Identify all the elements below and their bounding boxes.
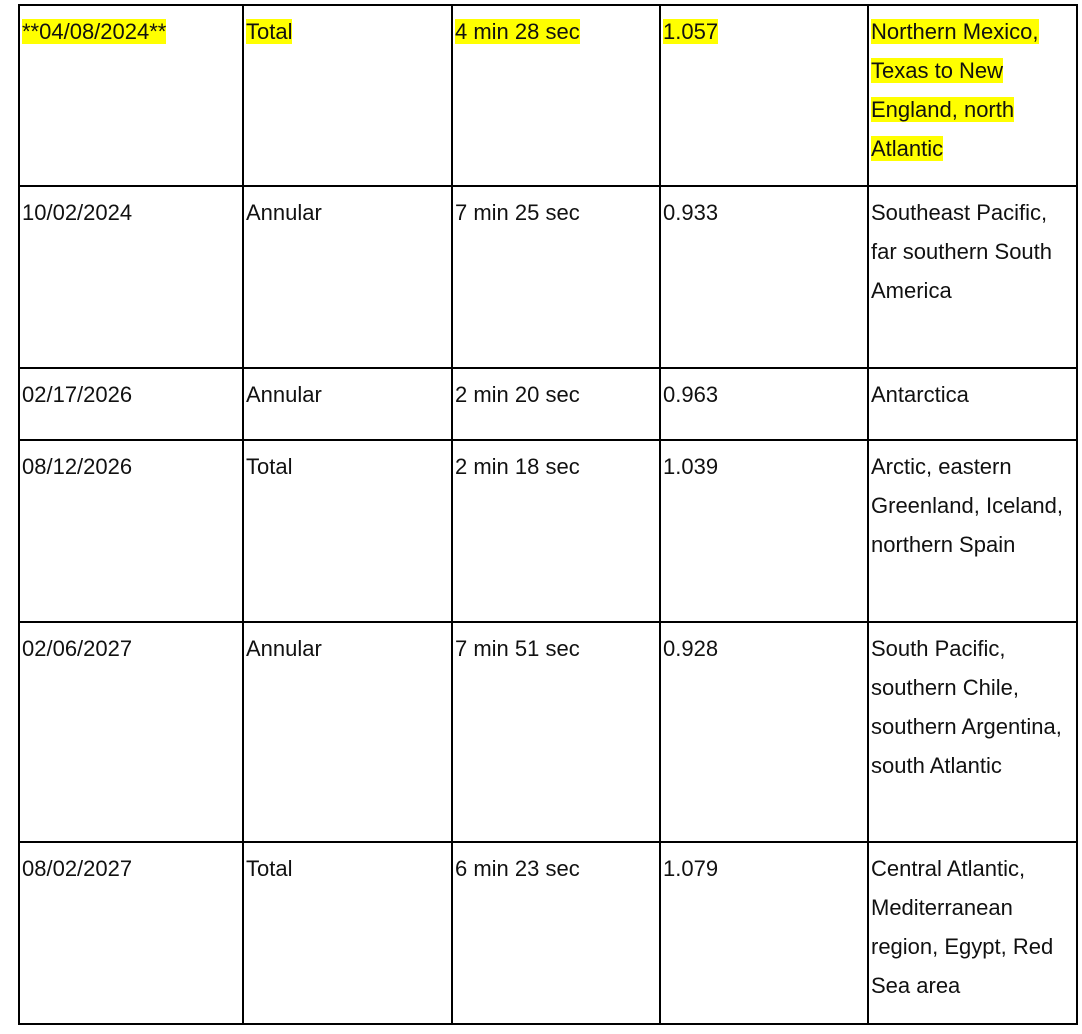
cell-region: Southeast Pacific, far southern South Am… <box>867 185 1078 369</box>
magnitude-text: 1.079 <box>663 856 719 881</box>
magnitude-text: 0.928 <box>663 636 719 661</box>
cell-date: 08/12/2026 <box>18 439 244 623</box>
table-row: 08/02/2027 Total 6 min 23 sec 1.079 Central … <box>18 841 1078 1025</box>
duration-text: 2 min 18 sec <box>455 454 580 479</box>
type-text: Total <box>246 454 293 479</box>
magnitude-text: 0.933 <box>663 200 719 225</box>
cell-duration: 2 min 20 sec <box>451 367 661 441</box>
region-text: Antarctica <box>871 382 969 407</box>
duration-text: 2 min 20 sec <box>455 382 580 407</box>
cell-magnitude: 0.933 <box>659 185 869 369</box>
date-text: 02/06/2027 <box>22 636 133 661</box>
cell-region: Northern Mexico, Texas to New England, n… <box>867 4 1078 187</box>
date-text: 02/17/2026 <box>22 382 133 407</box>
cell-date: 02/06/2027 <box>18 621 244 843</box>
cell-date: 02/17/2026 <box>18 367 244 441</box>
magnitude-text: 0.963 <box>663 382 719 407</box>
type-text: Annular <box>246 636 322 661</box>
table-row: 02/06/2027 Annular 7 min 51 sec 0.928 South … <box>18 621 1078 843</box>
region-text: South Pacific, southern Chile, southern … <box>871 636 1062 778</box>
cell-date: **04/08/2024** <box>18 4 244 187</box>
eclipse-table: **04/08/2024** Total 4 min 28 sec 1.057 Nort… <box>18 4 1078 1025</box>
duration-text: 4 min 28 sec <box>455 19 580 44</box>
cell-magnitude: 1.079 <box>659 841 869 1025</box>
type-text: Total <box>246 19 293 44</box>
cell-magnitude: 0.963 <box>659 367 869 441</box>
duration-text: 7 min 25 sec <box>455 200 580 225</box>
duration-text: 7 min 51 sec <box>455 636 580 661</box>
cell-magnitude: 1.039 <box>659 439 869 623</box>
cell-type: Total <box>242 841 453 1025</box>
date-text: 10/02/2024 <box>22 200 133 225</box>
date-text: **04/08/2024** <box>22 19 167 44</box>
cell-region: Arctic, eastern Greenland, Iceland, nort… <box>867 439 1078 623</box>
cell-type: Total <box>242 439 453 623</box>
date-text: 08/02/2027 <box>22 856 133 881</box>
magnitude-text: 1.039 <box>663 454 719 479</box>
cell-date: 10/02/2024 <box>18 185 244 369</box>
cell-duration: 7 min 25 sec <box>451 185 661 369</box>
type-text: Annular <box>246 382 322 407</box>
region-text: Northern Mexico, Texas to New England, n… <box>871 19 1039 161</box>
table-row: 10/02/2024 Annular 7 min 25 sec 0.933 Southe… <box>18 185 1078 369</box>
region-text: Central Atlantic, Mediterranean region, … <box>871 856 1054 998</box>
table-row: **04/08/2024** Total 4 min 28 sec 1.057 Nort… <box>18 4 1078 187</box>
cell-region: Central Atlantic, Mediterranean region, … <box>867 841 1078 1025</box>
cell-duration: 2 min 18 sec <box>451 439 661 623</box>
cell-duration: 4 min 28 sec <box>451 4 661 187</box>
date-text: 08/12/2026 <box>22 454 133 479</box>
region-text: Arctic, eastern Greenland, Iceland, nort… <box>871 454 1064 557</box>
cell-type: Annular <box>242 367 453 441</box>
magnitude-text: 1.057 <box>663 19 719 44</box>
cell-duration: 6 min 23 sec <box>451 841 661 1025</box>
cell-magnitude: 1.057 <box>659 4 869 187</box>
duration-text: 6 min 23 sec <box>455 856 580 881</box>
cell-duration: 7 min 51 sec <box>451 621 661 843</box>
cell-type: Annular <box>242 621 453 843</box>
cell-type: Annular <box>242 185 453 369</box>
region-text: Southeast Pacific, far southern South Am… <box>871 200 1053 303</box>
type-text: Total <box>246 856 293 881</box>
cell-date: 08/02/2027 <box>18 841 244 1025</box>
table-row: 08/12/2026 Total 2 min 18 sec 1.039 Arctic, … <box>18 439 1078 623</box>
cell-region: Antarctica <box>867 367 1078 441</box>
table-row: 02/17/2026 Annular 2 min 20 sec 0.963 Antarc… <box>18 367 1078 441</box>
type-text: Annular <box>246 200 322 225</box>
cell-region: South Pacific, southern Chile, southern … <box>867 621 1078 843</box>
cell-magnitude: 0.928 <box>659 621 869 843</box>
cell-type: Total <box>242 4 453 187</box>
